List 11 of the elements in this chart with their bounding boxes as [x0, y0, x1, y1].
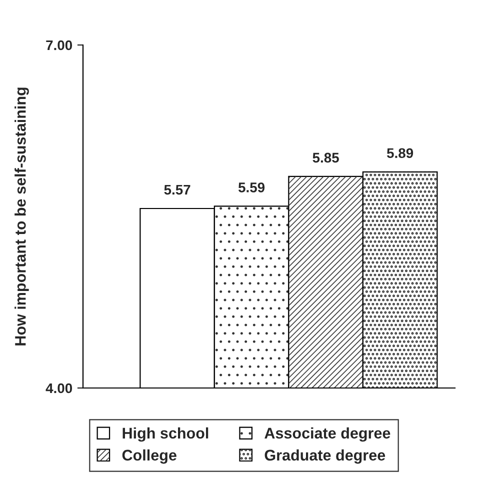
y-tick-label: 7.00	[46, 40, 72, 50]
data-label: 5.85	[312, 152, 339, 163]
legend-label: Associate degree	[264, 427, 390, 442]
legend-label: Graduate degree	[264, 449, 386, 464]
y-tick-label: 4.00	[46, 383, 72, 394]
legend-label: College	[122, 449, 176, 464]
data-label: 5.89	[386, 148, 414, 158]
legend-label: High school	[122, 427, 208, 442]
data-label: 5.57	[164, 184, 190, 195]
data-label: 5.59	[238, 182, 265, 192]
y-axis-title: How important to be self-sustaining	[14, 88, 29, 346]
